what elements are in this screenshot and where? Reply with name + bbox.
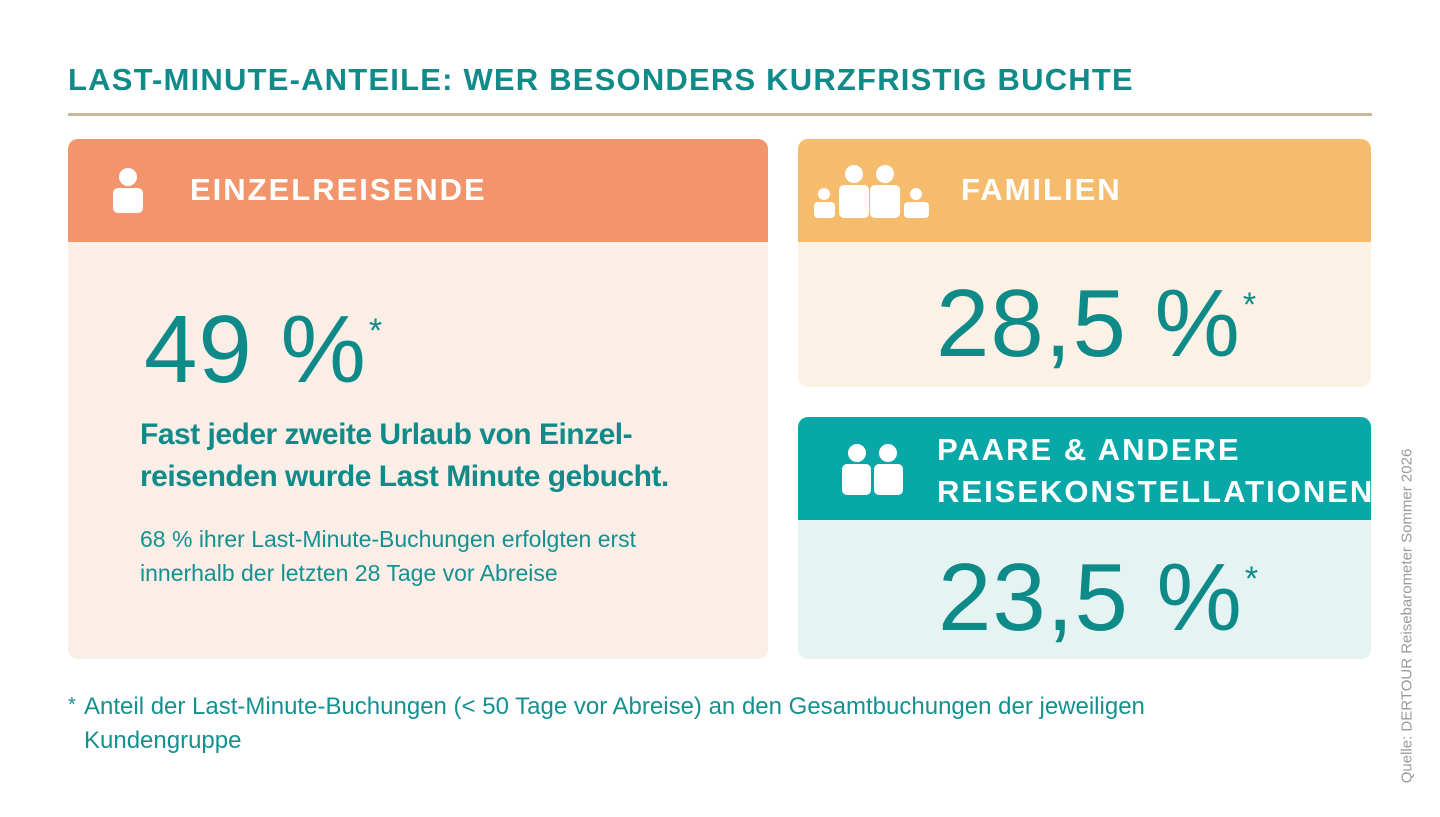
- card-headline: Fast jeder zweite Urlaub von Einzel-reis…: [140, 418, 669, 493]
- value-text: 49 %: [144, 296, 367, 403]
- card-label: FAMILIEN: [961, 172, 1122, 207]
- asterisk: *: [1244, 560, 1260, 598]
- asterisk: *: [1242, 286, 1258, 324]
- asterisk: *: [368, 312, 384, 350]
- couple-icon: [842, 443, 904, 500]
- card-label: EINZELREISENDE: [190, 172, 487, 207]
- card-header: FAMILIEN: [798, 139, 1371, 242]
- footnote: * Anteil der Last-Minute-Buchungen (< 50…: [68, 690, 1148, 758]
- value-text: 23,5 %: [938, 544, 1243, 651]
- card-header: EINZELREISENDE: [68, 139, 768, 242]
- percentage-value: 49 %*: [144, 302, 383, 398]
- card-header: PAARE & ANDERE REISEKONSTELLATIONEN: [798, 417, 1371, 520]
- card-subtext: 68 % ihrer Last-Minute-Buchungen erfolgt…: [140, 526, 637, 586]
- footnote-text: Anteil der Last-Minute-Buchungen (< 50 T…: [84, 693, 1145, 754]
- card-label: PAARE & ANDERE REISEKONSTELLATIONEN: [937, 432, 1371, 509]
- card-body: 28,5 %*: [798, 242, 1371, 387]
- card-familien: FAMILIEN 28,5 %*: [798, 139, 1371, 387]
- percentage-value: 28,5 %*: [936, 276, 1257, 372]
- page-title: LAST-MINUTE-ANTEILE: WER BESONDERS KURZF…: [68, 62, 1134, 97]
- person-icon: [112, 167, 144, 218]
- family-icon: [814, 164, 930, 223]
- source-credit: Quelle: DERTOUR Reisebarometer Sommer 20…: [1398, 448, 1416, 784]
- card-einzelreisende: EINZELREISENDE 49 %* Fast jeder zweite U…: [68, 139, 768, 659]
- card-body: 49 %* Fast jeder zweite Urlaub von Einze…: [68, 242, 768, 659]
- value-text: 28,5 %: [936, 270, 1241, 377]
- percentage-value: 23,5 %*: [938, 550, 1259, 646]
- card-paare: PAARE & ANDERE REISEKONSTELLATIONEN 23,5…: [798, 417, 1371, 659]
- footnote-marker: *: [68, 694, 76, 716]
- card-body: 23,5 %*: [798, 520, 1371, 659]
- title-divider: [68, 113, 1372, 116]
